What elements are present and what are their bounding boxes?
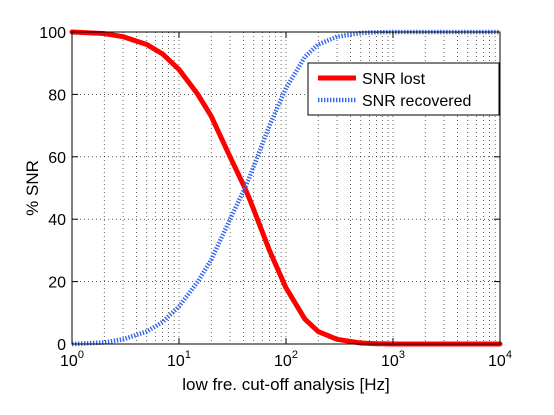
x-tick-label: 103: [381, 349, 405, 370]
series-line-1: [71, 29, 500, 347]
y-tick-label: 0: [57, 337, 66, 354]
y-tick-label: 20: [48, 275, 66, 292]
x-tick-label: 101: [167, 349, 191, 370]
legend-label-1: SNR recovered: [362, 93, 471, 110]
x-tick-exponent: 2: [292, 349, 298, 361]
y-axis-label: % SNR: [23, 160, 42, 216]
x-tick-label: 102: [274, 349, 298, 370]
x-tick-label: 104: [488, 349, 512, 370]
y-tick-label: 40: [48, 212, 66, 229]
y-tick-label: 100: [39, 25, 66, 42]
x-tick-exponent: 1: [185, 349, 191, 361]
x-tick-base: 10: [60, 353, 78, 370]
x-tick-base: 10: [167, 353, 185, 370]
x-tick-label: 100: [60, 349, 84, 370]
grid: [72, 32, 500, 344]
y-tick-label: 60: [48, 150, 66, 167]
x-tick-base: 10: [381, 353, 399, 370]
x-axis-label: low fre. cut-off analysis [Hz]: [182, 375, 390, 394]
x-tick-base: 10: [274, 353, 292, 370]
x-tick-exponent: 3: [399, 349, 405, 361]
x-tick-exponent: 4: [506, 349, 512, 361]
x-tick-base: 10: [488, 353, 506, 370]
legend-box: [307, 62, 500, 116]
x-tick-exponent: 0: [78, 349, 84, 361]
legend-label-0: SNR lost: [362, 71, 426, 88]
legend: SNR lost SNR recovered: [307, 62, 500, 116]
y-tick-label: 80: [48, 87, 66, 104]
